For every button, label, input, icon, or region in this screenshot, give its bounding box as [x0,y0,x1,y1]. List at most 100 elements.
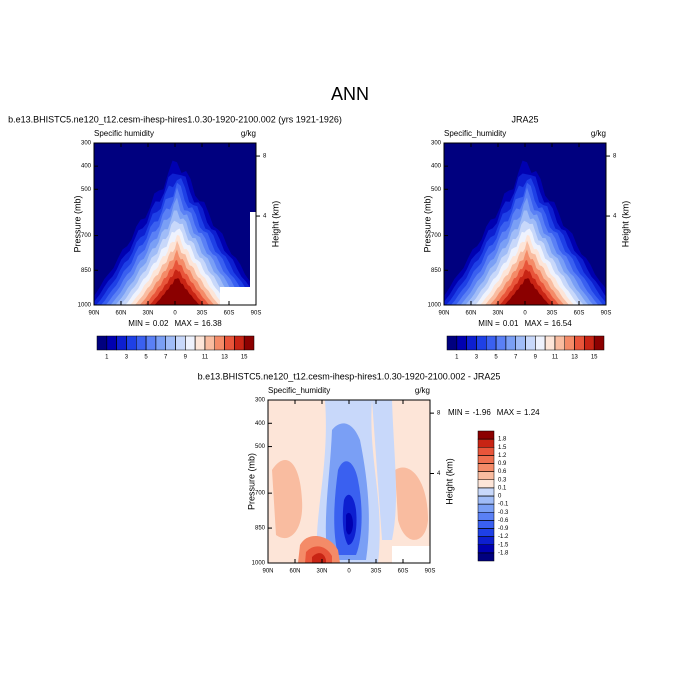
colorbar-box [234,335,245,351]
colorbar-label: -0.9 [498,526,509,532]
colorbar-label: 3 [125,355,129,361]
y-tick-label: 300 [431,141,442,147]
y-tick-label: 400 [431,164,442,170]
right-label: g/kg [415,386,430,395]
colorbar-box [446,335,458,351]
x-tick-label: 0 [347,569,351,575]
contour-fill [272,460,303,539]
panel: JRA25 Specific_humidity g/kg Pressure (mb) H… [422,114,630,360]
colorbar-box [495,335,507,351]
colorbar-label: -1.8 [498,550,509,556]
colorbar-box [554,335,565,351]
y-tick-label: 300 [81,141,92,147]
colorbar-box [477,495,495,505]
y-tick-label: 300 [255,398,266,404]
x-tick-label: 60S [398,569,409,575]
colorbar-box [126,335,137,351]
colorbar-box [477,430,495,440]
colorbar-box [214,335,225,351]
x-tick-label: 0 [173,311,177,317]
y-tick-label: 500 [431,187,442,193]
x-tick-label: 90S [601,311,612,317]
y2-tick-label: 8 [437,411,441,417]
stats-min: -1.96 [473,408,492,417]
colorbar-box [466,335,477,351]
colorbar-label: 1 [455,355,459,361]
colorbar-box [224,335,235,351]
colorbar-label: 0.9 [498,461,507,467]
x-tick-label: 90S [251,311,262,317]
contour-field [268,400,430,563]
colorbar-label: -0.1 [498,502,509,508]
y-tick-label: 400 [255,421,266,427]
colorbar-box [535,335,546,351]
colorbar-label: 0 [498,494,502,500]
right-label: g/kg [241,129,256,138]
x-tick-label: 30N [316,569,327,575]
panel: b.e13.BHISTC5.ne120_t12.cesm-ihesp-hires… [8,114,342,360]
contour-fill [372,400,397,540]
y-tick-label: 1000 [78,303,92,309]
colorbar-label: 0.3 [498,477,507,483]
colorbar-box [564,335,575,351]
left-label: Specific_humidity [268,386,330,395]
y2-axis-label: Height (km) [270,201,280,248]
stats: MIN = 0.02 MAX = 16.38 [128,319,222,328]
colorbar-box [96,335,108,351]
stats-min-label: MIN = [478,319,500,328]
panel-title: b.e13.BHISTC5.ne120_t12.cesm-ihesp-hires… [8,114,342,124]
colorbar-label: 1.8 [498,437,507,443]
colorbar-box [477,536,495,545]
colorbar-label: 0.1 [498,485,507,491]
y-tick-label: 850 [81,268,92,274]
colorbar-box [243,335,255,351]
right-label: g/kg [591,129,606,138]
colorbar-box [116,335,127,351]
stats-min-label: MIN = [128,319,150,328]
colorbar-label: -1.2 [498,534,509,540]
panel: b.e13.BHISTC5.ne120_t12.cesm-ihesp-hires… [198,371,540,574]
x-tick-label: 60S [224,311,235,317]
contour-fill [346,512,353,535]
stats-min: 0.01 [503,319,519,328]
x-tick-label: 60N [115,311,126,317]
y2-tick-label: 4 [613,214,617,220]
colorbar-box [505,335,516,351]
x-tick-label: 60S [574,311,585,317]
colorbar-label: 9 [534,355,538,361]
y-axis-label: Pressure (mb) [422,195,432,252]
colorbar-label: 7 [164,355,168,361]
contour-field [94,143,256,305]
colorbar-label: 13 [571,355,578,361]
y-axis-label: Pressure (mb) [72,195,82,252]
colorbar-box [175,335,186,351]
x-tick-label: 30N [142,311,153,317]
stats-max: 16.54 [552,319,573,328]
stats-max-label: MAX = [497,408,522,417]
y-tick-label: 700 [431,233,442,239]
colorbar-label: -1.5 [498,542,509,548]
stats-min-label: MIN = [448,408,470,417]
colorbar-box [477,544,495,554]
y-tick-label: 500 [255,444,266,450]
colorbar-label: 7 [514,355,518,361]
y-tick-label: 1000 [252,561,266,567]
colorbar-box [477,512,495,521]
colorbar-box [477,447,495,456]
colorbar-box [477,528,495,537]
y-tick-label: 700 [81,233,92,239]
left-label: Specific_humidity [444,129,506,138]
y2-tick-label: 4 [437,471,441,477]
colorbar-label: 5 [144,355,148,361]
y2-tick-label: 4 [263,214,267,220]
colorbar-box [477,503,495,513]
figure-title: ANN [331,84,369,104]
colorbar-box [476,335,487,351]
colorbar-box [477,438,495,448]
colorbar-box [477,520,495,529]
panel-title: b.e13.BHISTC5.ne120_t12.cesm-ihesp-hires… [198,371,501,381]
stats: MIN = -1.96 MAX = 1.24 [448,408,540,417]
colorbar-label: 1.5 [498,445,507,451]
x-tick-label: 60N [465,311,476,317]
colorbar-box [165,335,176,351]
